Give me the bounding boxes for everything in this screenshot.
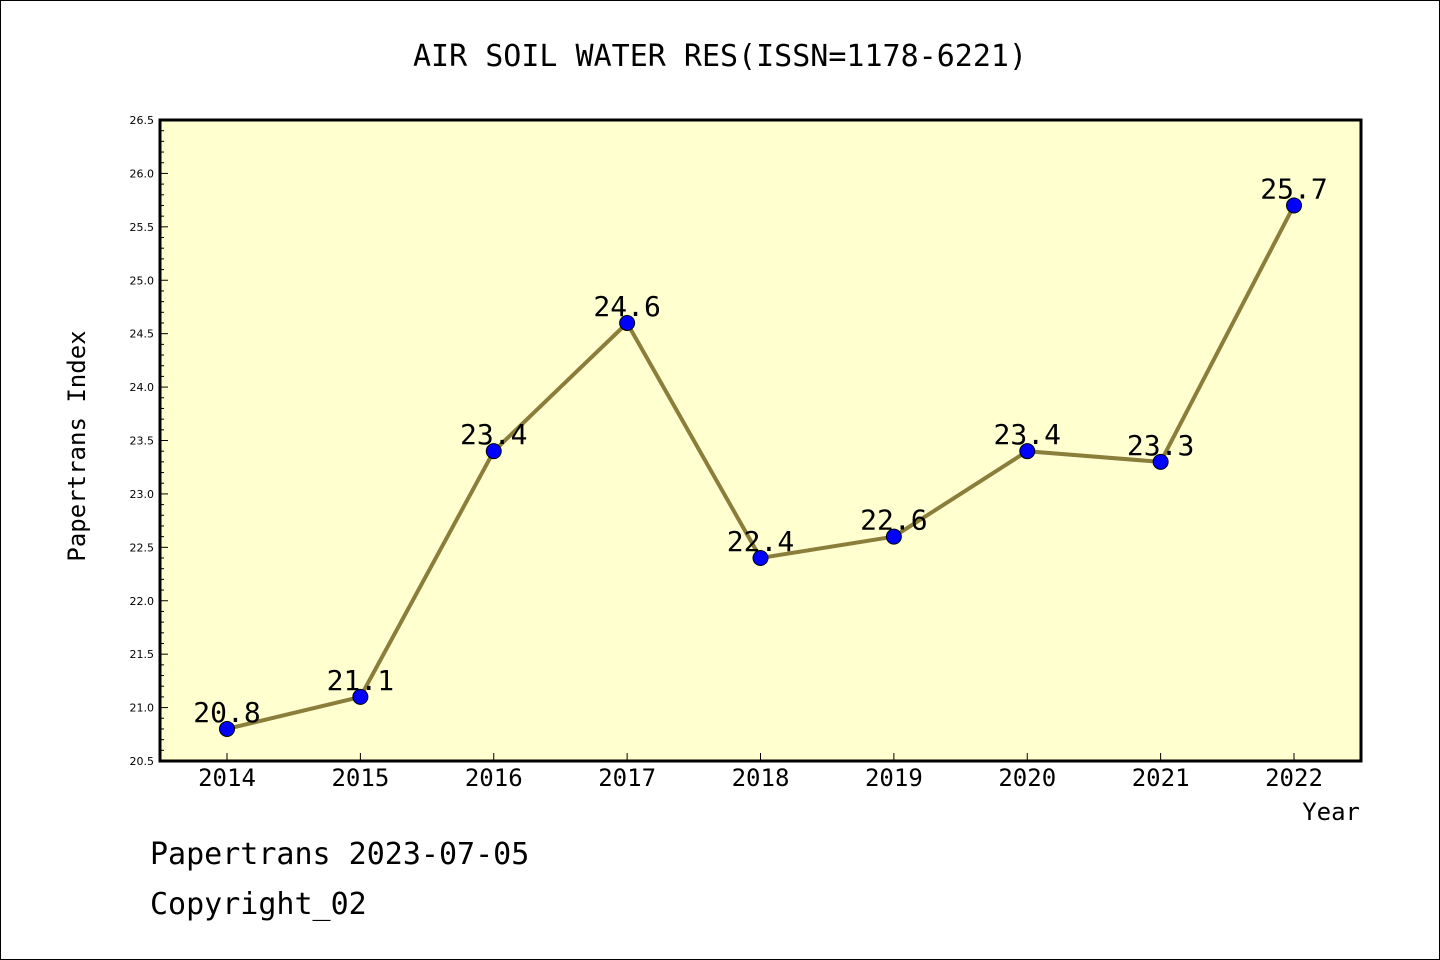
- y-tick-label: 21.5: [130, 648, 155, 661]
- data-point: [485, 443, 502, 460]
- data-label: 23.4: [460, 418, 527, 451]
- y-axis-label: Papertrans Index: [63, 330, 91, 561]
- data-point: [752, 550, 769, 567]
- y-tick-label: 20.5: [130, 755, 155, 768]
- y-tick-label: 25.0: [130, 274, 155, 287]
- data-label: 25.7: [1260, 172, 1327, 205]
- footer-date: Papertrans 2023-07-05: [150, 837, 529, 872]
- footer-copyright: Copyright_02: [150, 887, 367, 922]
- data-point: [352, 688, 369, 705]
- x-tick-label: 2016: [465, 764, 523, 792]
- y-tick-label: 23.0: [130, 488, 155, 501]
- chart-title: AIR SOIL WATER RES(ISSN=1178-6221): [413, 39, 1027, 74]
- y-tick-label: 26.0: [130, 167, 155, 180]
- x-axis-label: Year: [1302, 798, 1360, 826]
- data-point: [1152, 453, 1169, 470]
- y-tick-label: 22.5: [130, 541, 155, 554]
- data-label: 23.3: [1127, 429, 1194, 462]
- data-label: 24.6: [593, 290, 660, 323]
- x-axis: 2014 2015 2016 2017 2018 2019 2020 2021 2022: [198, 753, 1323, 792]
- data-label: 23.4: [994, 418, 1061, 451]
- x-tick-label: 2014: [198, 764, 256, 792]
- y-axis: 20.5 21.0 21.5 22.0 22.5 23.0 23.5 24.0 24.5 25.0…: [130, 114, 168, 768]
- y-tick-label: 24.0: [130, 381, 155, 394]
- plot-area: [160, 120, 1361, 761]
- y-tick-label: 23.5: [130, 435, 155, 448]
- data-labels: 20.8 21.1 23.4 24.6 22.4 22.6 23.4 23.3 25.7: [193, 172, 1327, 728]
- y-tick-label: 21.0: [130, 702, 155, 715]
- x-tick-label: 2020: [998, 764, 1056, 792]
- y-tick-label: 22.0: [130, 595, 155, 608]
- data-label: 22.4: [727, 525, 794, 558]
- x-tick-label: 2015: [331, 764, 389, 792]
- data-point: [1286, 197, 1302, 214]
- x-tick-label: 2022: [1265, 764, 1323, 792]
- x-tick-label: 2017: [598, 764, 656, 792]
- x-tick-label: 2018: [732, 764, 790, 792]
- y-tick-label: 25.5: [130, 221, 155, 234]
- data-label: 20.8: [193, 696, 260, 729]
- data-label: 21.1: [327, 664, 394, 697]
- x-tick-label: 2019: [865, 764, 923, 792]
- y-tick-label: 26.5: [130, 114, 155, 127]
- data-point: [219, 720, 235, 737]
- data-point: [1019, 443, 1036, 460]
- data-label: 22.6: [860, 504, 927, 537]
- x-tick-label: 2021: [1132, 764, 1190, 792]
- y-tick-label: 24.5: [130, 328, 155, 341]
- data-point: [619, 314, 636, 331]
- plot-border: [158, 118, 1363, 763]
- series-markers: [219, 197, 1302, 737]
- data-point: [885, 528, 902, 545]
